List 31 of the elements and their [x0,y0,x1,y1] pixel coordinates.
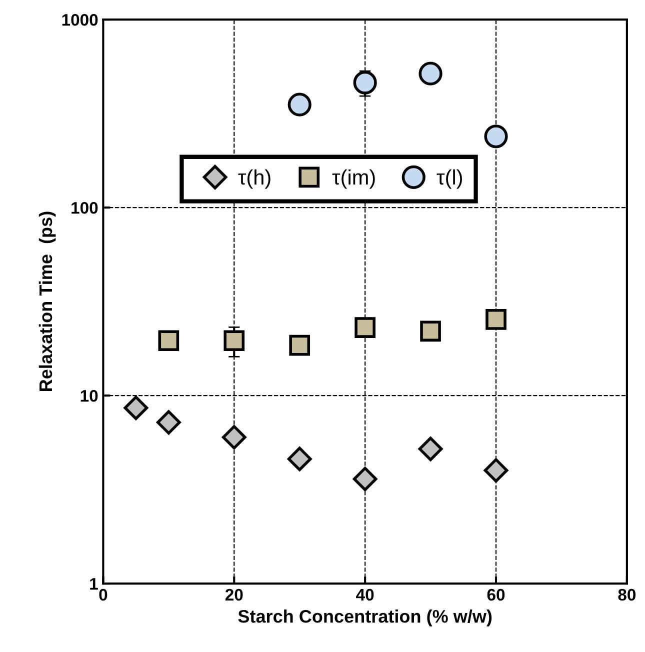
x-tick-label: 80 [618,588,636,601]
y-tick-label: 10 [80,390,98,402]
x-tick-label: 60 [487,588,505,601]
point [484,124,508,148]
point [352,466,378,492]
legend-label: τ(h) [238,169,270,189]
point [287,446,312,472]
y-tick-label: 1 [90,578,98,590]
point [124,396,148,420]
point [418,62,442,86]
point [158,330,180,352]
point [222,425,246,450]
point [418,436,443,462]
x-axis-title: Starch Concentration (% w/w) [238,609,492,626]
x-tick-label: 0 [99,588,108,601]
point [486,309,506,330]
y-tick-label: 100 [72,202,98,214]
point [484,458,508,483]
y-axis-title: Relaxation Time (ps) [38,212,56,391]
point [354,317,376,338]
x-tick-label: 20 [225,588,243,601]
point [288,92,312,116]
point [420,320,441,342]
x-tick-label: 40 [356,588,374,601]
point [224,330,245,352]
legend-label: τ(im) [332,169,375,189]
legend-label: τ(l) [436,169,462,189]
point [156,410,181,435]
y-tick-label: 1000 [62,14,98,26]
point [353,70,377,94]
point [289,334,310,356]
